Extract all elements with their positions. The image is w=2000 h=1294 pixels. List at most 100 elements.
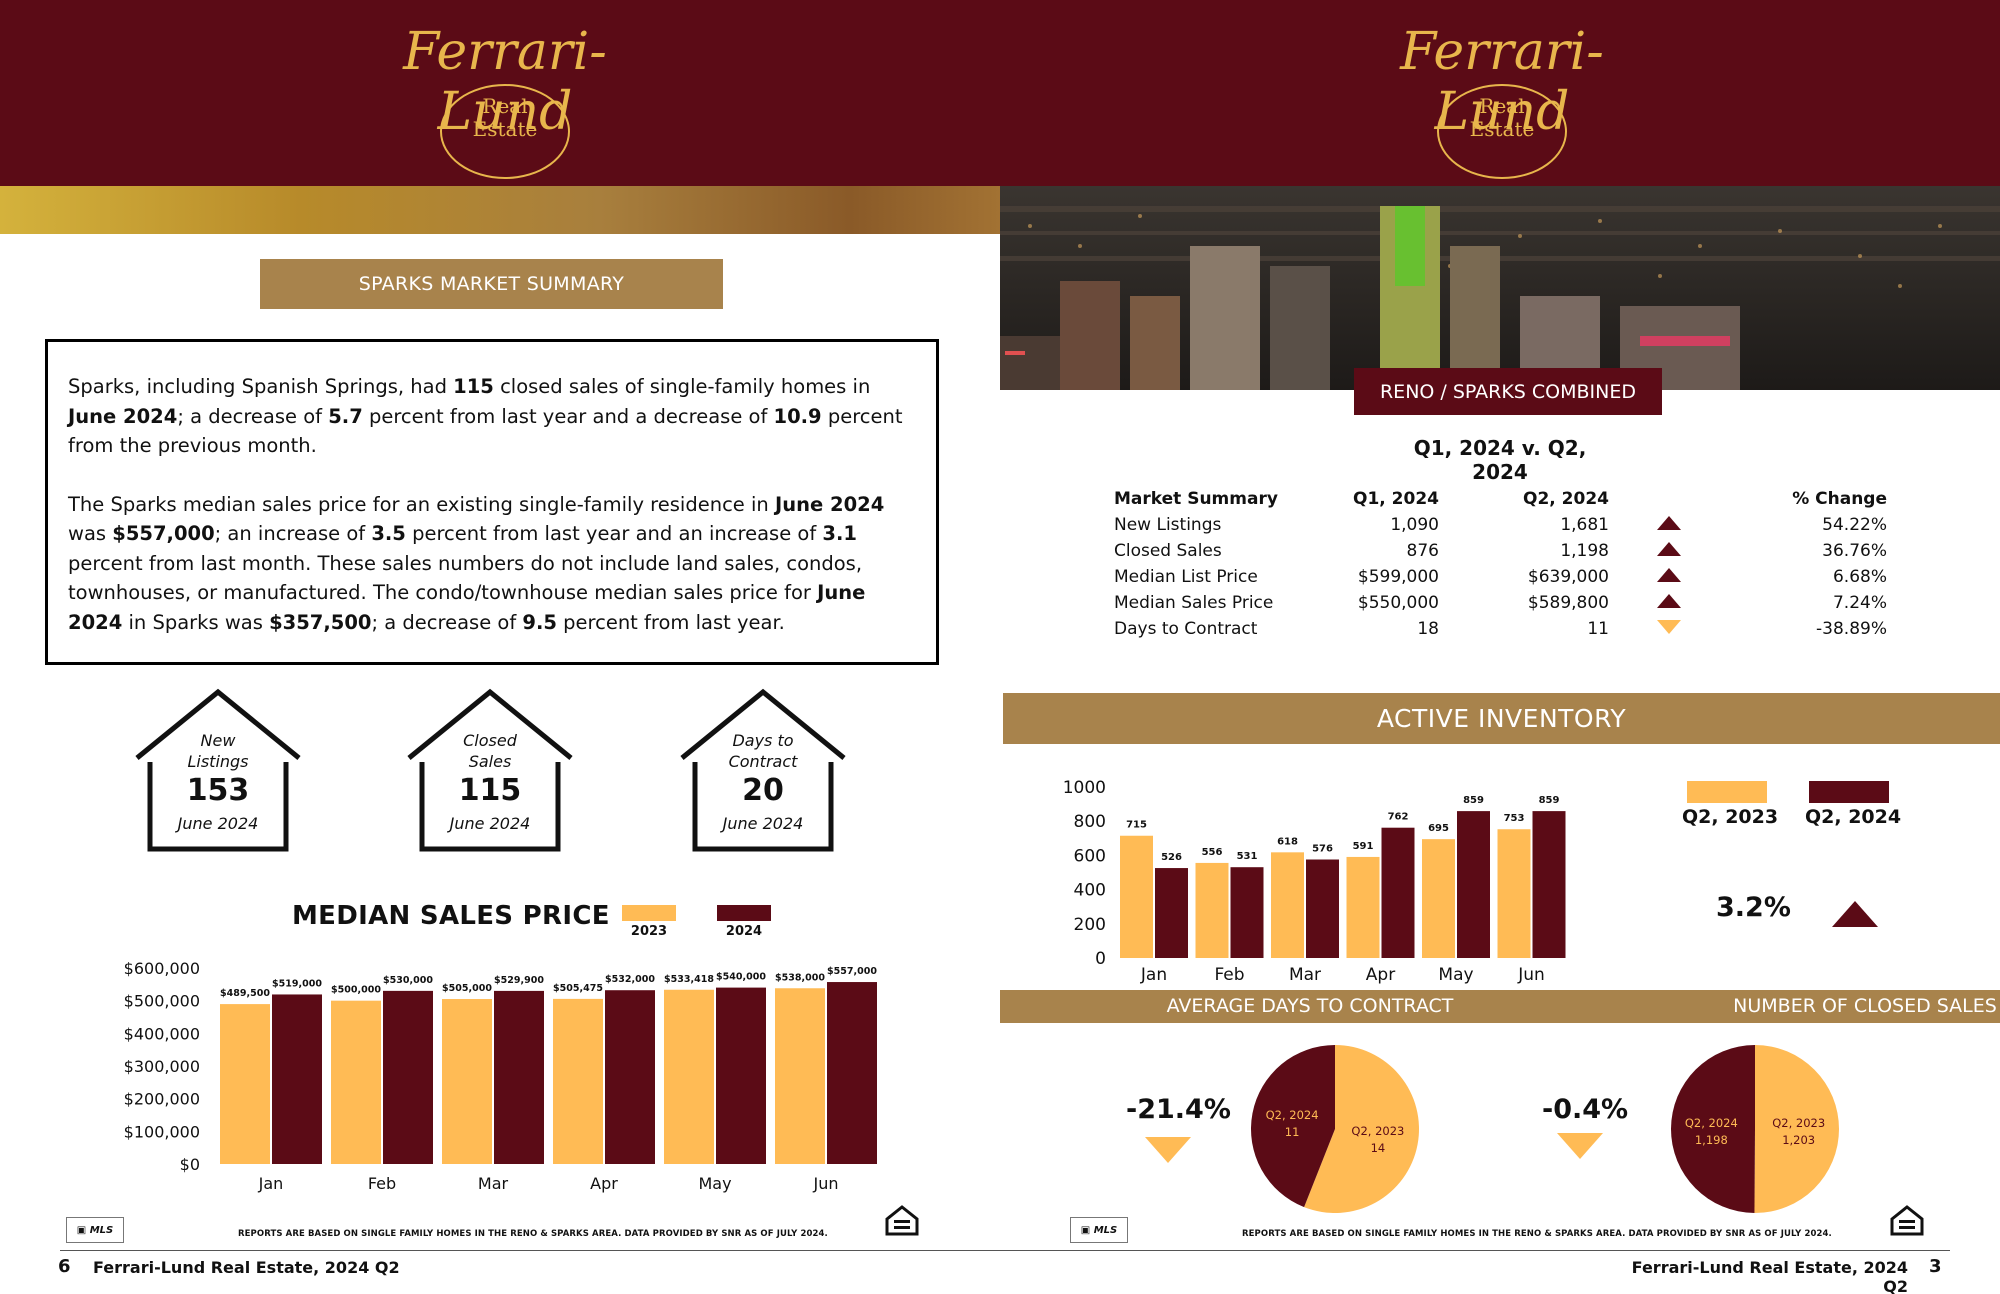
bar-value-label: 762: [1388, 812, 1409, 823]
stat-house-card: Closed Sales 115 June 2024: [405, 688, 575, 853]
bold-figure: $557,000: [112, 522, 215, 545]
text-run: closed sales of single-family homes in: [493, 375, 871, 398]
bar-value-label: $530,000: [383, 975, 433, 986]
row-pct-change: 7.24%: [1832, 593, 1887, 613]
bar-value-label: 695: [1428, 823, 1449, 834]
row-pct-change: 6.68%: [1832, 567, 1887, 587]
stat-house-card: New Listings 153 June 2024: [133, 688, 303, 853]
bar-Q2, 2023: [1346, 856, 1380, 958]
stat-date: June 2024: [722, 814, 804, 833]
median-sales-price-chart: $0 $100,000 $200,000 $300,000 $400,000 $500,0…: [124, 959, 878, 1193]
bar-Q2, 2024: [1155, 868, 1188, 958]
brand-logo-right: Ferrari-Lund Real Estate: [1352, 22, 1652, 179]
bar-2023: [442, 999, 492, 1164]
inv-legend-swatch-2024: [1809, 781, 1889, 803]
bar-2024: [494, 990, 544, 1164]
bar-Q2, 2023: [1271, 852, 1304, 958]
inventory-change-value: 3.2%: [1716, 892, 1791, 923]
days-change-value: -21.4%: [1126, 1094, 1231, 1125]
bold-figure: June 2024: [68, 581, 866, 634]
pie-slice-value: 11: [1285, 1125, 1300, 1139]
x-tick-label: Jun: [1517, 965, 1545, 985]
bar-2024: [383, 990, 433, 1164]
up-triangle-icon: [1657, 567, 1681, 582]
row-q2-value: 11: [1587, 619, 1609, 639]
stat-value: 153: [186, 773, 250, 808]
bar-value-label: 618: [1277, 836, 1298, 847]
market-summary-textbox: Sparks, including Spanish Springs, had 1…: [45, 339, 939, 665]
stat-house-card: Days to Contract 20 June 2024: [678, 688, 848, 853]
bar-2023: [220, 1004, 270, 1164]
closed-change-value: -0.4%: [1542, 1094, 1629, 1125]
pie-slice-Q2, 2023: [1304, 1045, 1419, 1213]
mls-logo: ▣ MLS: [66, 1217, 124, 1243]
bar-2023: [331, 1000, 381, 1164]
city-night-photo: [1000, 186, 2000, 390]
bar-value-label: $519,000: [272, 978, 322, 989]
logo-oval: [440, 84, 570, 179]
text-run: percent from the previous month.: [68, 404, 903, 458]
bar-2023: [664, 989, 714, 1164]
y-tick-label: $600,000: [124, 959, 200, 978]
x-tick-label: Feb: [368, 1174, 396, 1193]
bold-figure: 115: [453, 375, 494, 398]
x-tick-label: May: [698, 1174, 731, 1193]
pie-slice-name: Q2, 2024: [1266, 1108, 1319, 1122]
legend-label-2023: 2023: [630, 924, 668, 939]
right-page-number: 3: [1929, 1256, 1942, 1277]
row-q1-value: $599,000: [1357, 567, 1439, 587]
text-run: percent from last year and an increase o…: [405, 522, 823, 545]
bar-2024: [716, 987, 766, 1164]
x-tick-label: Mar: [478, 1174, 509, 1193]
bold-figure: $357,500: [269, 610, 372, 634]
bar-value-label: 859: [1539, 795, 1560, 806]
avg-days-title: AVERAGE DAYS TO CONTRACT: [1166, 995, 1454, 1017]
row-pct-change: -38.89%: [1816, 619, 1887, 639]
table-row: Closed Sales 876 1,198 36.76%: [1114, 538, 1887, 564]
equal-housing-icon: [1889, 1204, 1925, 1240]
bar-value-label: 576: [1312, 844, 1333, 855]
header-q2: Q2, 2024: [1523, 489, 1609, 509]
row-label: Days to Contract: [1114, 619, 1258, 639]
legend-swatch-2023: [622, 905, 676, 921]
y-tick-label: $400,000: [124, 1024, 200, 1043]
bar-value-label: $489,500: [220, 988, 270, 999]
bold-figure: 10.9: [773, 404, 822, 428]
y-tick-label: 0: [1095, 949, 1106, 969]
pie-slice-name: Q2, 2023: [1772, 1116, 1825, 1130]
right-disclaimer: REPORTS ARE BASED ON SINGLE FAMILY HOMES…: [1242, 1229, 1832, 1239]
down-triangle-icon: [1657, 619, 1681, 634]
stat-value: 115: [458, 773, 522, 808]
left-footer-text: Ferrari-Lund Real Estate, 2024 Q2: [93, 1258, 400, 1277]
header-market-summary: Market Summary: [1114, 489, 1278, 509]
row-pct-change: 36.76%: [1822, 541, 1887, 561]
bar-Q2, 2023: [1120, 835, 1153, 958]
y-tick-label: $200,000: [124, 1090, 200, 1109]
legend-swatch-2024: [717, 905, 771, 921]
row-label: New Listings: [1114, 515, 1222, 535]
up-triangle-icon: [1657, 541, 1681, 556]
bar-value-label: $532,000: [605, 974, 655, 985]
x-tick-label: Feb: [1214, 965, 1244, 985]
left-page-number: 6: [58, 1256, 71, 1277]
closed-pie-chart: Q2, 2023 1,203 Q2, 2024 1,198: [1671, 1045, 1840, 1213]
bar-2023: [775, 988, 825, 1164]
bar-value-label: 591: [1353, 841, 1374, 852]
stat-label-line1: New: [200, 731, 236, 750]
bar-value-label: 531: [1237, 851, 1258, 862]
table-header-row: Market Summary Q1, 2024 Q2, 2024 % Chang…: [1114, 486, 1887, 512]
row-pct-change: 54.22%: [1822, 515, 1887, 535]
table-row: New Listings 1,090 1,681 54.22%: [1114, 512, 1887, 538]
inventory-up-arrow-icon: [1830, 899, 1880, 933]
bar-Q2, 2024: [1306, 859, 1339, 958]
stat-date: June 2024: [177, 814, 259, 833]
text-run: percent from last year.: [556, 610, 785, 634]
bold-figure: 3.5: [371, 522, 406, 545]
house-outline-icon: [680, 688, 846, 852]
row-direction: [1609, 512, 1729, 538]
bold-figure: June 2024: [774, 492, 885, 516]
y-tick-label: 800: [1074, 812, 1106, 832]
bar-value-label: 859: [1463, 795, 1484, 806]
header-direction: [1609, 486, 1729, 512]
stat-date: June 2024: [449, 814, 531, 833]
